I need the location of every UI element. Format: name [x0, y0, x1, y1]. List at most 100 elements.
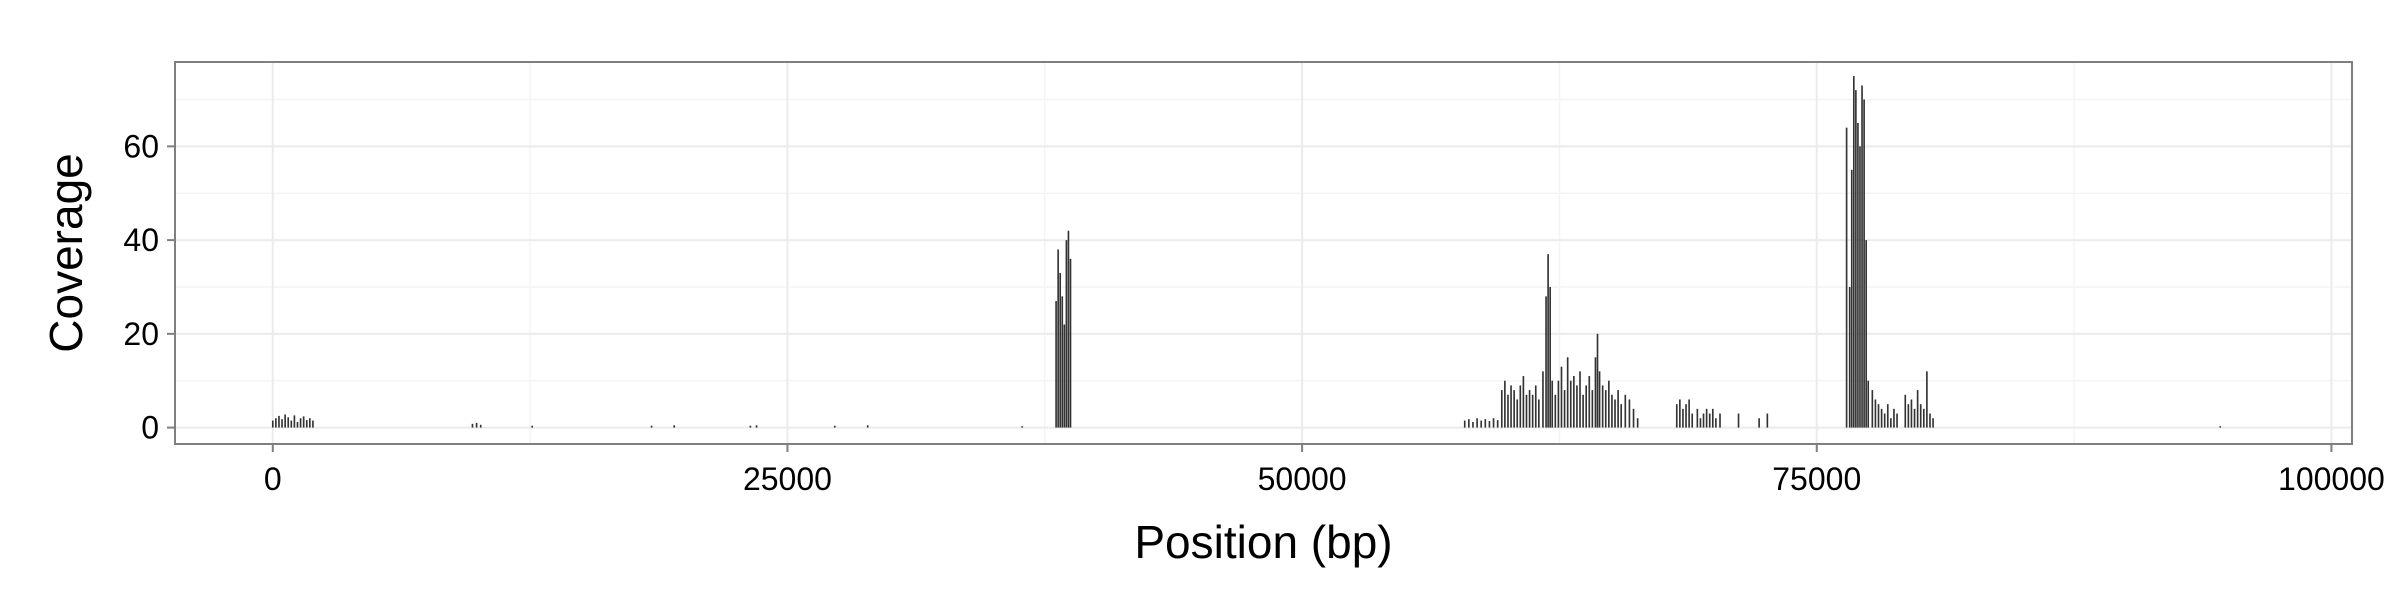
coverage-bar [1932, 418, 1934, 428]
coverage-bar [650, 425, 653, 428]
coverage-bar [305, 420, 308, 428]
coverage-bar [755, 425, 758, 428]
coverage-bar [1852, 76, 1855, 428]
coverage-bar [1614, 399, 1616, 428]
coverage-bar [1557, 380, 1560, 428]
coverage-bar [1542, 371, 1544, 428]
coverage-bar [271, 420, 274, 428]
coverage-bar [1021, 426, 1023, 428]
coverage-bar [275, 418, 277, 428]
coverage-bar [1513, 390, 1515, 428]
coverage-bar [475, 422, 478, 428]
coverage-bar [1708, 413, 1711, 428]
coverage-bar [1067, 230, 1070, 428]
coverage-bar [1719, 413, 1721, 428]
coverage-bar [1907, 404, 1910, 428]
coverage-bar [1699, 418, 1702, 428]
coverage-bar [1632, 408, 1635, 428]
coverage-bar [1702, 413, 1705, 428]
coverage-bar [1585, 385, 1588, 428]
coverage-bar [1488, 421, 1491, 428]
coverage-bar [1737, 413, 1740, 428]
coverage-bar [1538, 399, 1540, 428]
coverage-bar [1528, 390, 1531, 428]
coverage-bar [1601, 385, 1604, 428]
coverage-bar [1850, 169, 1853, 428]
coverage-bar [1500, 390, 1503, 428]
coverage-bar [1463, 420, 1466, 428]
coverage-bar [1675, 404, 1678, 428]
y-tick-label: 40 [123, 222, 159, 258]
coverage-bar [471, 423, 474, 428]
coverage-bar [1922, 408, 1925, 428]
coverage-bar [1867, 380, 1870, 428]
coverage-bar [1547, 254, 1549, 428]
coverage-bar [296, 421, 299, 428]
coverage-bar [1531, 394, 1534, 428]
coverage-bar [1855, 90, 1857, 428]
coverage-bar [1563, 390, 1566, 428]
coverage-bar [1519, 385, 1522, 428]
coverage-bar [1685, 404, 1687, 428]
x-tick-label: 0 [264, 461, 282, 497]
coverage-bar [1893, 408, 1895, 428]
coverage-bar [1628, 399, 1631, 428]
coverage-bar [1929, 413, 1931, 428]
coverage-bar [1534, 385, 1537, 428]
coverage-bar [866, 425, 869, 428]
coverage-bar [1926, 371, 1928, 428]
coverage-bar [1904, 394, 1907, 428]
coverage-bar [1061, 296, 1064, 428]
x-tick-label: 25000 [743, 461, 832, 497]
coverage-bar [1877, 404, 1880, 428]
coverage-bar [1591, 390, 1594, 428]
coverage-bar [1604, 390, 1607, 428]
coverage-bar [1576, 385, 1578, 428]
y-tick-label: 0 [141, 410, 159, 446]
axes: 0 25000 50000 75000 100000 0 20 40 60 [123, 128, 2384, 497]
coverage-bar [1919, 404, 1922, 428]
coverage-bar [1910, 399, 1913, 428]
coverage-bar [1682, 408, 1684, 428]
coverage-bar [1476, 418, 1478, 428]
coverage-bar [833, 425, 836, 428]
coverage-bar [1588, 376, 1591, 428]
coverage-bar [1057, 249, 1059, 428]
coverage-bar [1859, 146, 1861, 428]
coverage-bar [302, 416, 305, 428]
x-axis-title: Position (bp) [1134, 516, 1392, 568]
x-tick-label: 75000 [1772, 461, 1861, 497]
coverage-bar [1549, 286, 1551, 428]
y-axis-title: Coverage [40, 153, 92, 352]
coverage-bar [1608, 380, 1610, 428]
coverage-bar [1573, 376, 1575, 428]
coverage-bar [2219, 426, 2222, 428]
coverage-bar [1516, 399, 1519, 428]
coverage-bar [293, 415, 296, 428]
grid-lines [175, 62, 2352, 444]
coverage-bar [1880, 408, 1883, 428]
x-tick-label: 50000 [1258, 461, 1347, 497]
coverage-bar [1545, 296, 1547, 428]
coverage-bar [1582, 394, 1584, 428]
coverage-bar [1705, 408, 1708, 428]
coverage-bar [531, 425, 533, 428]
coverage-bar [1522, 376, 1525, 428]
coverage-bar [1525, 394, 1528, 428]
coverage-bar [309, 418, 311, 428]
coverage-bar [479, 424, 482, 428]
coverage-bar [1480, 420, 1483, 428]
coverage-bar [1688, 399, 1690, 428]
coverage-bar [1598, 371, 1601, 428]
coverage-bar [1711, 408, 1714, 428]
coverage-bar [1916, 390, 1919, 428]
coverage-bar [1865, 240, 1867, 428]
coverage-bar [1551, 380, 1554, 428]
coverage-bar [1055, 301, 1057, 428]
coverage-bar [1069, 258, 1072, 428]
x-tick-label: 100000 [2278, 461, 2385, 497]
y-tick-label: 20 [123, 316, 159, 352]
coverage-bar [1758, 418, 1760, 428]
coverage-bar [1766, 413, 1769, 428]
coverage-bar [1890, 418, 1892, 428]
